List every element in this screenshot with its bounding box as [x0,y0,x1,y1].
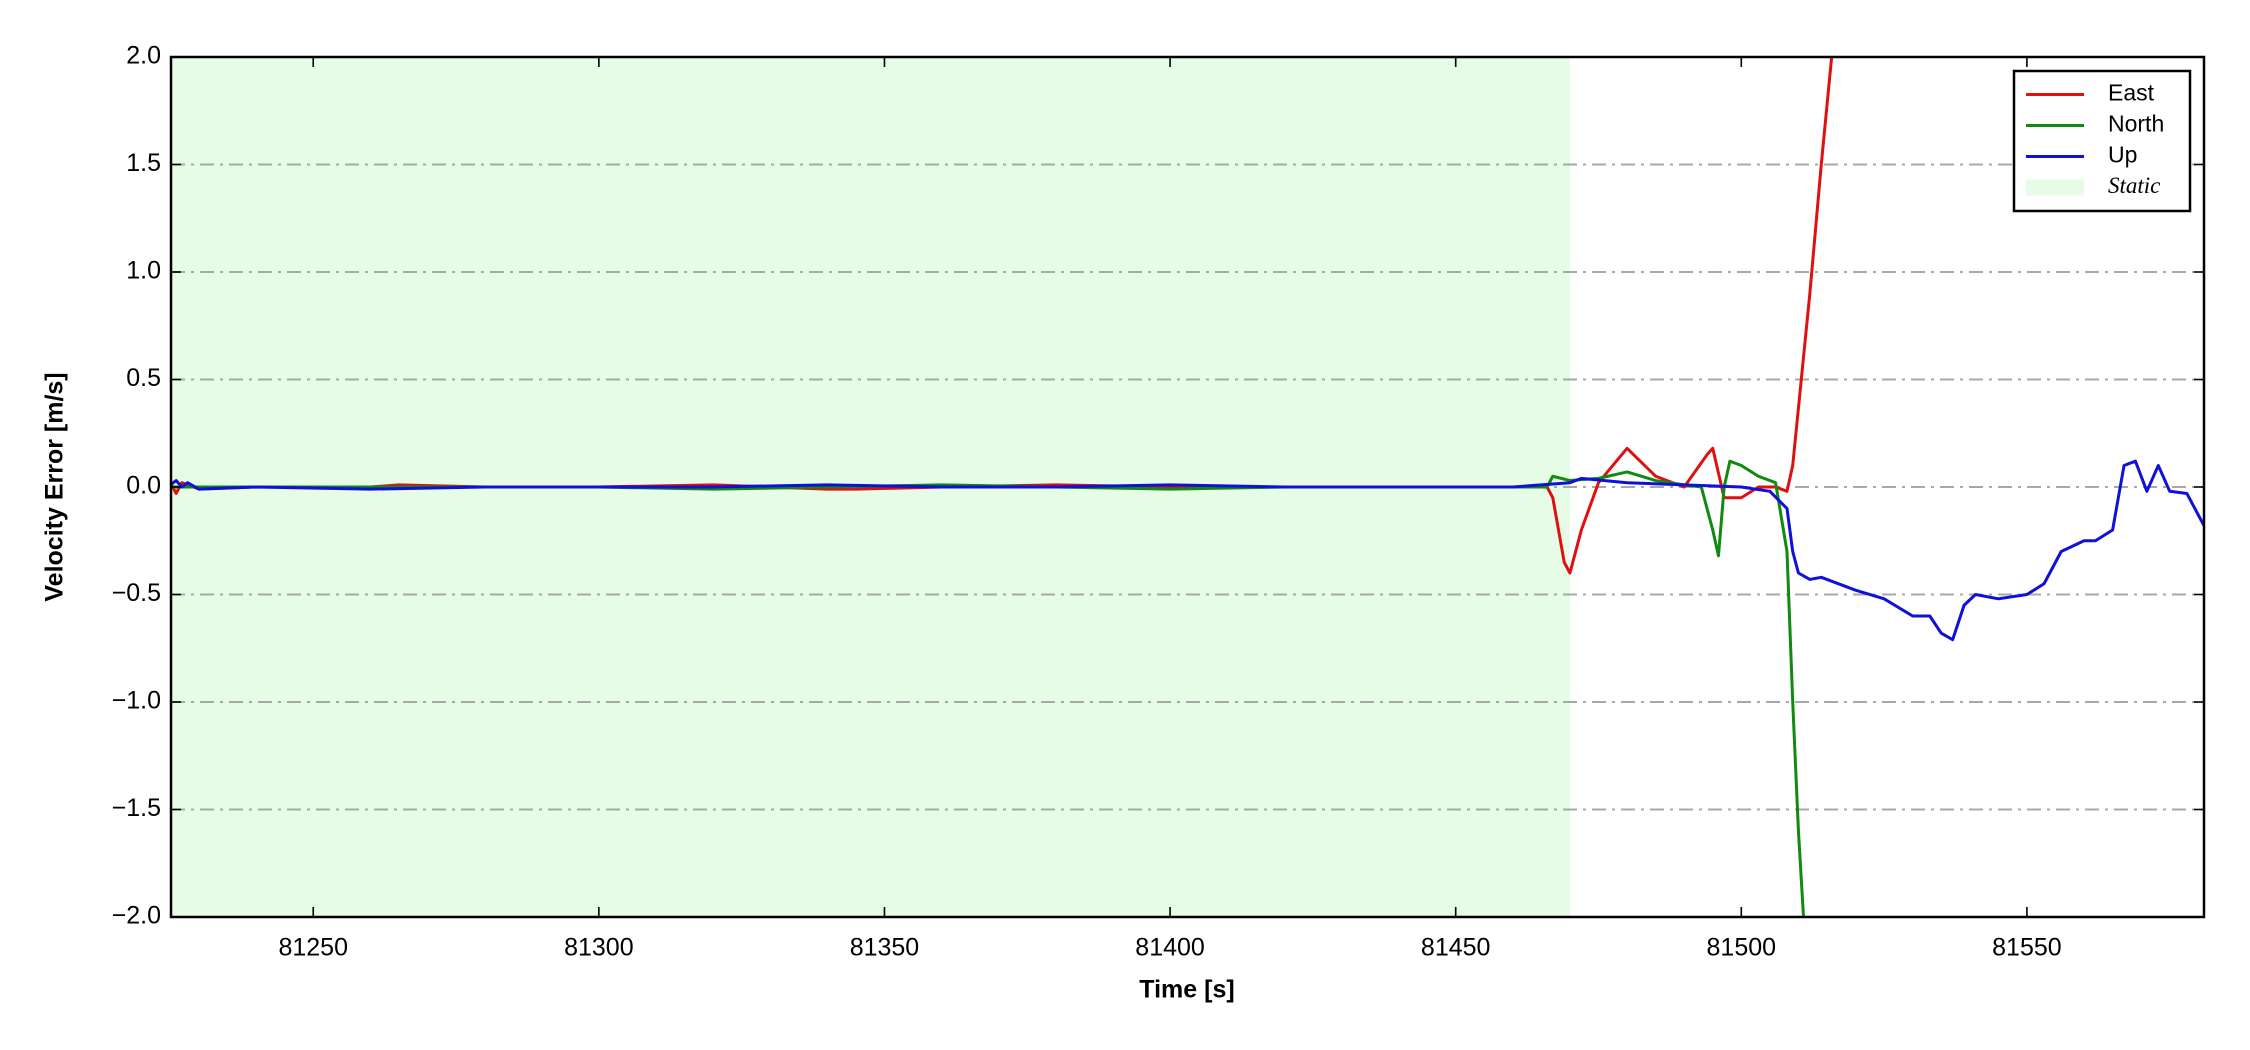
x-axis-label: Time [s] [1139,976,1234,1004]
legend-label: Static [2108,173,2160,198]
y-tick-label: −2.0 [112,902,161,930]
y-tick-label: 0.0 [126,472,161,500]
x-tick-label: 81350 [850,934,920,962]
x-tick-label: 81400 [1135,934,1205,962]
legend: East North Up Static [2012,69,2192,213]
series-line [171,459,2204,642]
legend-label: Up [2108,142,2137,168]
y-tick-label: −0.5 [112,579,161,607]
ticks: −2.0 −1.5 −1.0 −0.5 0.0 0.5 1.0 1.5 2.0 81250 8130… [112,42,2204,962]
x-tick-label: 81500 [1707,934,1777,962]
legend-label: North [2108,111,2164,137]
x-tick-label: 81450 [1421,934,1491,962]
x-tick-label: 81550 [1992,934,2062,962]
y-tick-label: 1.5 [126,149,161,177]
x-tick-label: 81300 [564,934,634,962]
y-tick-label: −1.5 [112,794,161,822]
legend-swatch [2026,179,2084,196]
y-tick-label: −1.0 [112,687,161,715]
y-tick-label: 1.0 [126,257,161,285]
y-tick-label: 2.0 [126,42,161,70]
x-tick-label: 81250 [278,934,348,962]
y-tick-label: 0.5 [126,364,161,392]
legend-label: East [2108,80,2155,106]
lines [171,57,2204,917]
y-axis-label: Velocity Error [m/s] [41,372,69,601]
